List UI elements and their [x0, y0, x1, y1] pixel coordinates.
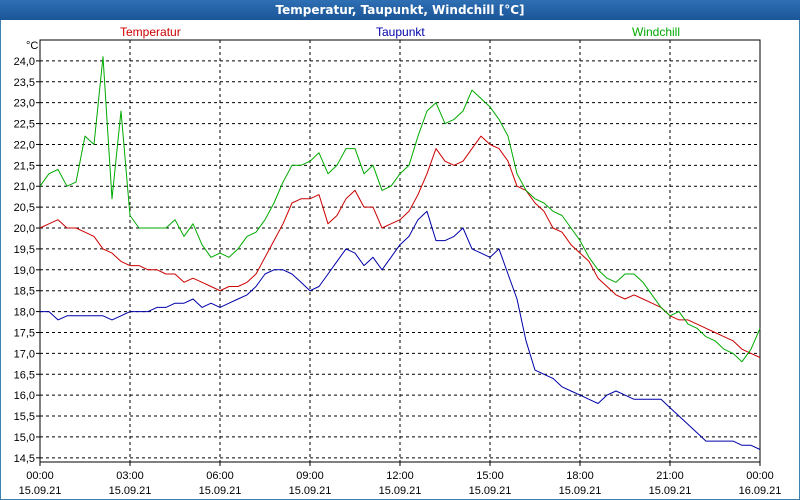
series-lines: [39, 56, 761, 450]
legend-temperatur: Temperatur: [120, 25, 181, 39]
x-tick-date: 15.09.21: [649, 485, 692, 497]
x-tick-date: 15.09.21: [199, 485, 242, 497]
y-tick-label: 22,5: [14, 119, 35, 131]
x-tick-time: 15:00: [476, 470, 504, 482]
x-tick-time: 06:00: [206, 470, 234, 482]
series-line-taupunkt: [40, 210, 761, 450]
y-tick-label: 18,0: [14, 307, 35, 319]
x-tick-time: 00:00: [746, 470, 774, 482]
x-tick-date: 15.09.21: [109, 485, 152, 497]
y-tick-label: 23,5: [14, 77, 35, 89]
x-tick-time: 18:00: [566, 470, 594, 482]
legend-taupunkt: Taupunkt: [376, 25, 425, 39]
plot-area-border: [39, 39, 761, 463]
y-tick-label: 21,5: [14, 160, 35, 172]
x-tick-time: 12:00: [386, 470, 414, 482]
y-tick-label: 16,5: [14, 369, 35, 381]
y-tick-label: 21,0: [14, 181, 35, 193]
legend-windchill: Windchill: [632, 25, 681, 39]
x-tick-date: 15.09.21: [469, 485, 512, 497]
y-tick-label: 24,0: [14, 56, 35, 68]
y-tick-label: 19,5: [14, 244, 35, 256]
y-tick-label: 16,0: [14, 390, 35, 402]
x-tick-time: 00:00: [26, 470, 54, 482]
y-tick-label: 20,0: [14, 223, 35, 235]
x-tick-date: 15.09.21: [559, 485, 602, 497]
y-tick-label: 17,0: [14, 348, 35, 360]
chart-title: Temperatur, Taupunkt, Windchill [°C]: [0, 0, 800, 20]
y-tick-label: 18,5: [14, 286, 35, 298]
x-tick-labels: 00:00 15.09.21 03:00 15.09.21 06:00 15.09.21 0…: [19, 470, 782, 497]
x-tick-date: 15.09.21: [379, 485, 422, 497]
y-tick-label: 17,5: [14, 327, 35, 339]
y-tick-label: 15,5: [14, 411, 35, 423]
y-tick-labels: 14,5 15,0 15,5 16,0 16,5 17,0 17,5 18,0 18,5 19,0…: [14, 56, 35, 465]
y-tick-label: 15,0: [14, 432, 35, 444]
y-tick-label: 20,5: [14, 202, 35, 214]
x-tick-date: 16.09.21: [739, 485, 782, 497]
y-tick-label: 22,0: [14, 139, 35, 151]
series-line-windchill: [39, 56, 761, 363]
x-tick-time: 21:00: [656, 470, 684, 482]
x-tick-date: 15.09.21: [289, 485, 332, 497]
y-tick-label: 19,0: [14, 265, 35, 277]
x-tick-date: 15.09.21: [19, 485, 62, 497]
x-tick-time: 03:00: [116, 470, 144, 482]
series-line-temperatur: [39, 135, 761, 358]
grid-lines: [40, 40, 760, 462]
y-tick-label: 14,5: [14, 453, 35, 465]
axes: [36, 39, 761, 466]
y-axis-label: °C: [26, 40, 38, 52]
x-tick-time: 09:00: [296, 470, 324, 482]
y-tick-label: 23,0: [14, 98, 35, 110]
